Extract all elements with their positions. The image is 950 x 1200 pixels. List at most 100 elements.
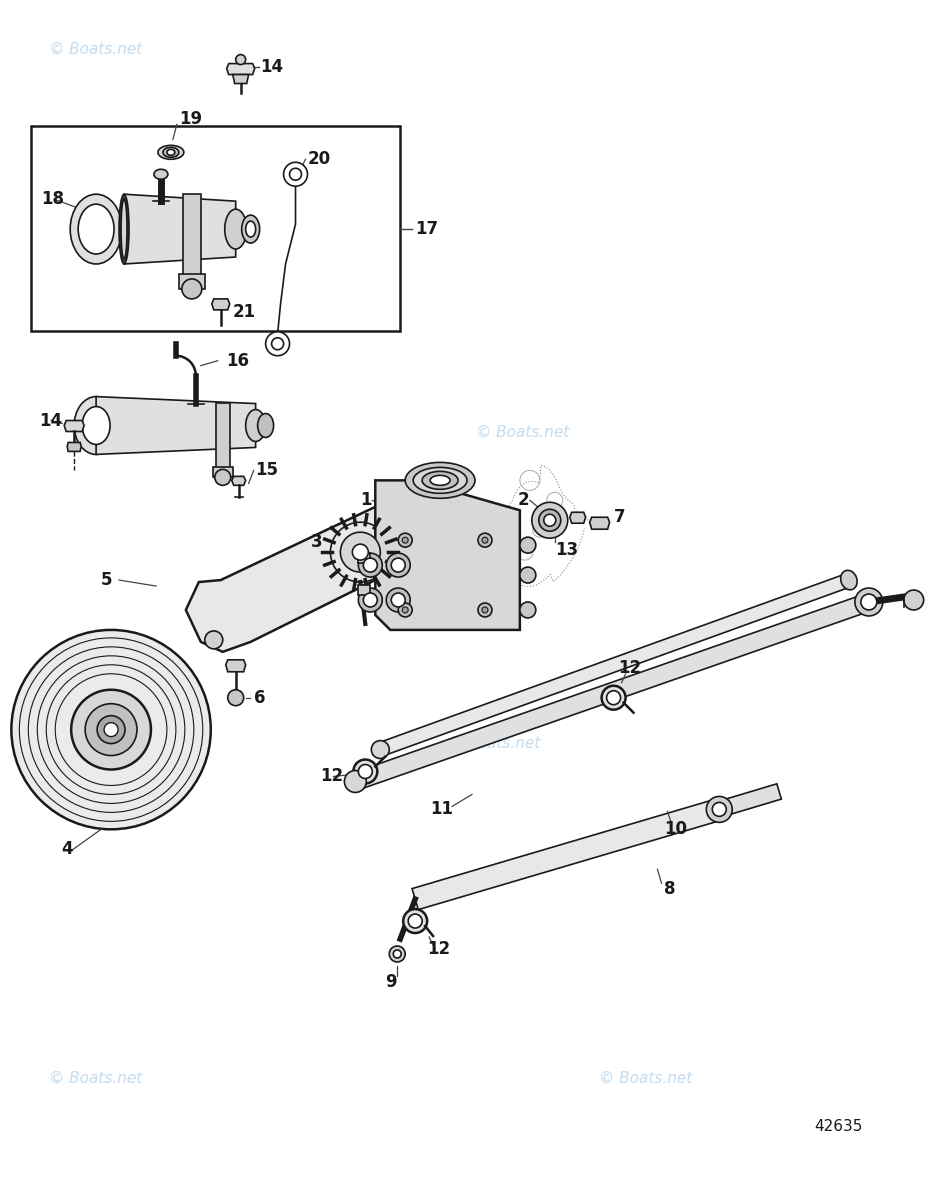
- Ellipse shape: [422, 472, 458, 490]
- Text: © Boats.net: © Boats.net: [49, 42, 142, 58]
- Text: © Boats.net: © Boats.net: [476, 425, 569, 440]
- Bar: [31, 126, 400, 331]
- Text: 2: 2: [518, 491, 529, 509]
- Text: © Boats.net: © Boats.net: [447, 736, 541, 751]
- Circle shape: [706, 797, 732, 822]
- Circle shape: [601, 685, 625, 709]
- Polygon shape: [212, 299, 230, 310]
- Circle shape: [402, 538, 408, 544]
- Text: 21: 21: [233, 302, 256, 320]
- Circle shape: [283, 162, 308, 186]
- Ellipse shape: [246, 409, 266, 442]
- Circle shape: [86, 703, 137, 756]
- Circle shape: [520, 568, 536, 583]
- Polygon shape: [233, 74, 249, 84]
- Text: © Boats.net: © Boats.net: [447, 736, 541, 751]
- Ellipse shape: [246, 221, 256, 238]
- Text: © Boats.net: © Boats.net: [598, 1072, 693, 1086]
- Text: © Boats.net: © Boats.net: [49, 317, 142, 332]
- Text: 20: 20: [308, 150, 331, 168]
- Circle shape: [363, 593, 377, 607]
- Polygon shape: [227, 64, 255, 74]
- Text: © Boats.net: © Boats.net: [598, 1072, 693, 1086]
- Circle shape: [478, 533, 492, 547]
- Circle shape: [855, 588, 883, 616]
- Circle shape: [272, 337, 283, 349]
- Circle shape: [331, 522, 390, 582]
- Polygon shape: [375, 480, 520, 630]
- Text: 14: 14: [260, 58, 284, 76]
- Text: 14: 14: [39, 412, 63, 430]
- Circle shape: [391, 558, 406, 572]
- Circle shape: [398, 533, 412, 547]
- Text: © Boats.net: © Boats.net: [476, 425, 569, 440]
- Circle shape: [482, 607, 488, 613]
- Text: © Boats.net: © Boats.net: [49, 42, 142, 58]
- Polygon shape: [226, 660, 246, 672]
- Text: 8: 8: [664, 880, 676, 898]
- Circle shape: [478, 602, 492, 617]
- Polygon shape: [412, 799, 722, 910]
- Text: 12: 12: [320, 768, 344, 786]
- Circle shape: [290, 168, 301, 180]
- Text: 5: 5: [101, 571, 113, 589]
- Polygon shape: [186, 491, 420, 652]
- Ellipse shape: [162, 148, 179, 157]
- Circle shape: [236, 54, 246, 65]
- Ellipse shape: [74, 396, 118, 455]
- Circle shape: [358, 588, 382, 612]
- Text: 1: 1: [360, 491, 371, 509]
- Text: 6: 6: [254, 689, 265, 707]
- Text: © Boats.net: © Boats.net: [49, 1072, 142, 1086]
- Text: 15: 15: [256, 461, 278, 479]
- Ellipse shape: [167, 149, 175, 155]
- Circle shape: [358, 553, 382, 577]
- Circle shape: [358, 764, 372, 779]
- Polygon shape: [358, 586, 370, 595]
- Text: 11: 11: [430, 800, 453, 818]
- Bar: [213, 467, 233, 478]
- Polygon shape: [378, 574, 851, 756]
- Polygon shape: [67, 443, 81, 451]
- Ellipse shape: [121, 199, 127, 259]
- Circle shape: [181, 278, 201, 299]
- Circle shape: [390, 946, 406, 962]
- Bar: [216, 402, 230, 470]
- Circle shape: [520, 602, 536, 618]
- Text: 19: 19: [179, 110, 202, 128]
- Text: 10: 10: [664, 821, 688, 839]
- Polygon shape: [358, 553, 370, 563]
- Text: 18: 18: [41, 190, 65, 208]
- Ellipse shape: [70, 194, 122, 264]
- Circle shape: [387, 553, 410, 577]
- Circle shape: [104, 722, 118, 737]
- Bar: [182, 194, 200, 278]
- Text: 12: 12: [428, 940, 450, 958]
- Text: 4: 4: [61, 840, 73, 858]
- Ellipse shape: [82, 407, 110, 444]
- Circle shape: [520, 538, 536, 553]
- Ellipse shape: [406, 462, 475, 498]
- Circle shape: [543, 515, 556, 527]
- Polygon shape: [727, 784, 782, 814]
- Text: © Boats.net: © Boats.net: [49, 317, 142, 332]
- Ellipse shape: [225, 209, 247, 250]
- Circle shape: [607, 691, 620, 704]
- Circle shape: [712, 803, 726, 816]
- Circle shape: [345, 770, 367, 792]
- Polygon shape: [124, 194, 236, 264]
- Polygon shape: [65, 420, 85, 432]
- Text: 9: 9: [386, 973, 397, 991]
- Circle shape: [97, 715, 125, 744]
- Ellipse shape: [841, 570, 857, 590]
- Circle shape: [340, 532, 380, 572]
- Polygon shape: [232, 476, 246, 485]
- Circle shape: [363, 558, 377, 572]
- Circle shape: [215, 469, 231, 485]
- Text: © Boats.net: © Boats.net: [49, 1072, 142, 1086]
- Text: 13: 13: [555, 541, 578, 559]
- Ellipse shape: [158, 145, 184, 160]
- Text: 12: 12: [618, 659, 641, 677]
- Circle shape: [532, 503, 568, 538]
- Bar: [179, 274, 205, 289]
